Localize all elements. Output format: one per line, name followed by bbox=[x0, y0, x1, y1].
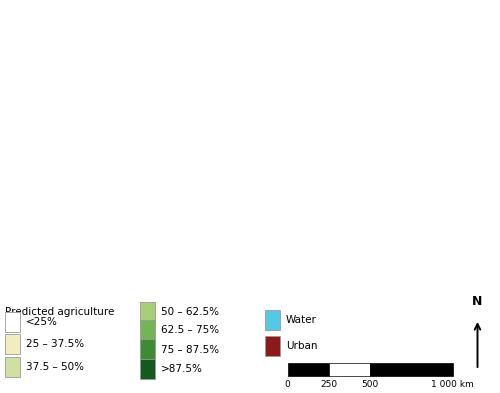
Text: 62.5 – 75%: 62.5 – 75% bbox=[161, 325, 219, 335]
Bar bbox=[5, 312, 20, 332]
Text: Water: Water bbox=[286, 315, 317, 325]
Bar bbox=[288, 362, 329, 376]
Bar bbox=[140, 301, 155, 322]
Bar bbox=[370, 362, 452, 376]
Bar bbox=[140, 320, 155, 340]
Bar bbox=[140, 359, 155, 379]
Text: 1 000 km: 1 000 km bbox=[431, 380, 474, 389]
Text: N: N bbox=[472, 295, 482, 308]
Text: 37.5 – 50%: 37.5 – 50% bbox=[26, 362, 84, 372]
Text: 500: 500 bbox=[362, 380, 378, 389]
Text: Urban: Urban bbox=[286, 341, 318, 351]
Text: 0: 0 bbox=[284, 380, 290, 389]
Bar bbox=[265, 310, 280, 330]
Bar bbox=[265, 336, 280, 356]
Text: 75 – 87.5%: 75 – 87.5% bbox=[161, 345, 219, 354]
Text: Predicted agriculture: Predicted agriculture bbox=[5, 307, 114, 317]
Bar bbox=[5, 357, 20, 377]
Text: 50 – 62.5%: 50 – 62.5% bbox=[161, 307, 219, 317]
Text: 25 – 37.5%: 25 – 37.5% bbox=[26, 339, 84, 349]
Text: >87.5%: >87.5% bbox=[161, 364, 203, 374]
Text: 250: 250 bbox=[320, 380, 338, 389]
Bar bbox=[140, 340, 155, 360]
Bar bbox=[329, 362, 370, 376]
Bar bbox=[5, 334, 20, 354]
Text: <25%: <25% bbox=[26, 317, 58, 327]
